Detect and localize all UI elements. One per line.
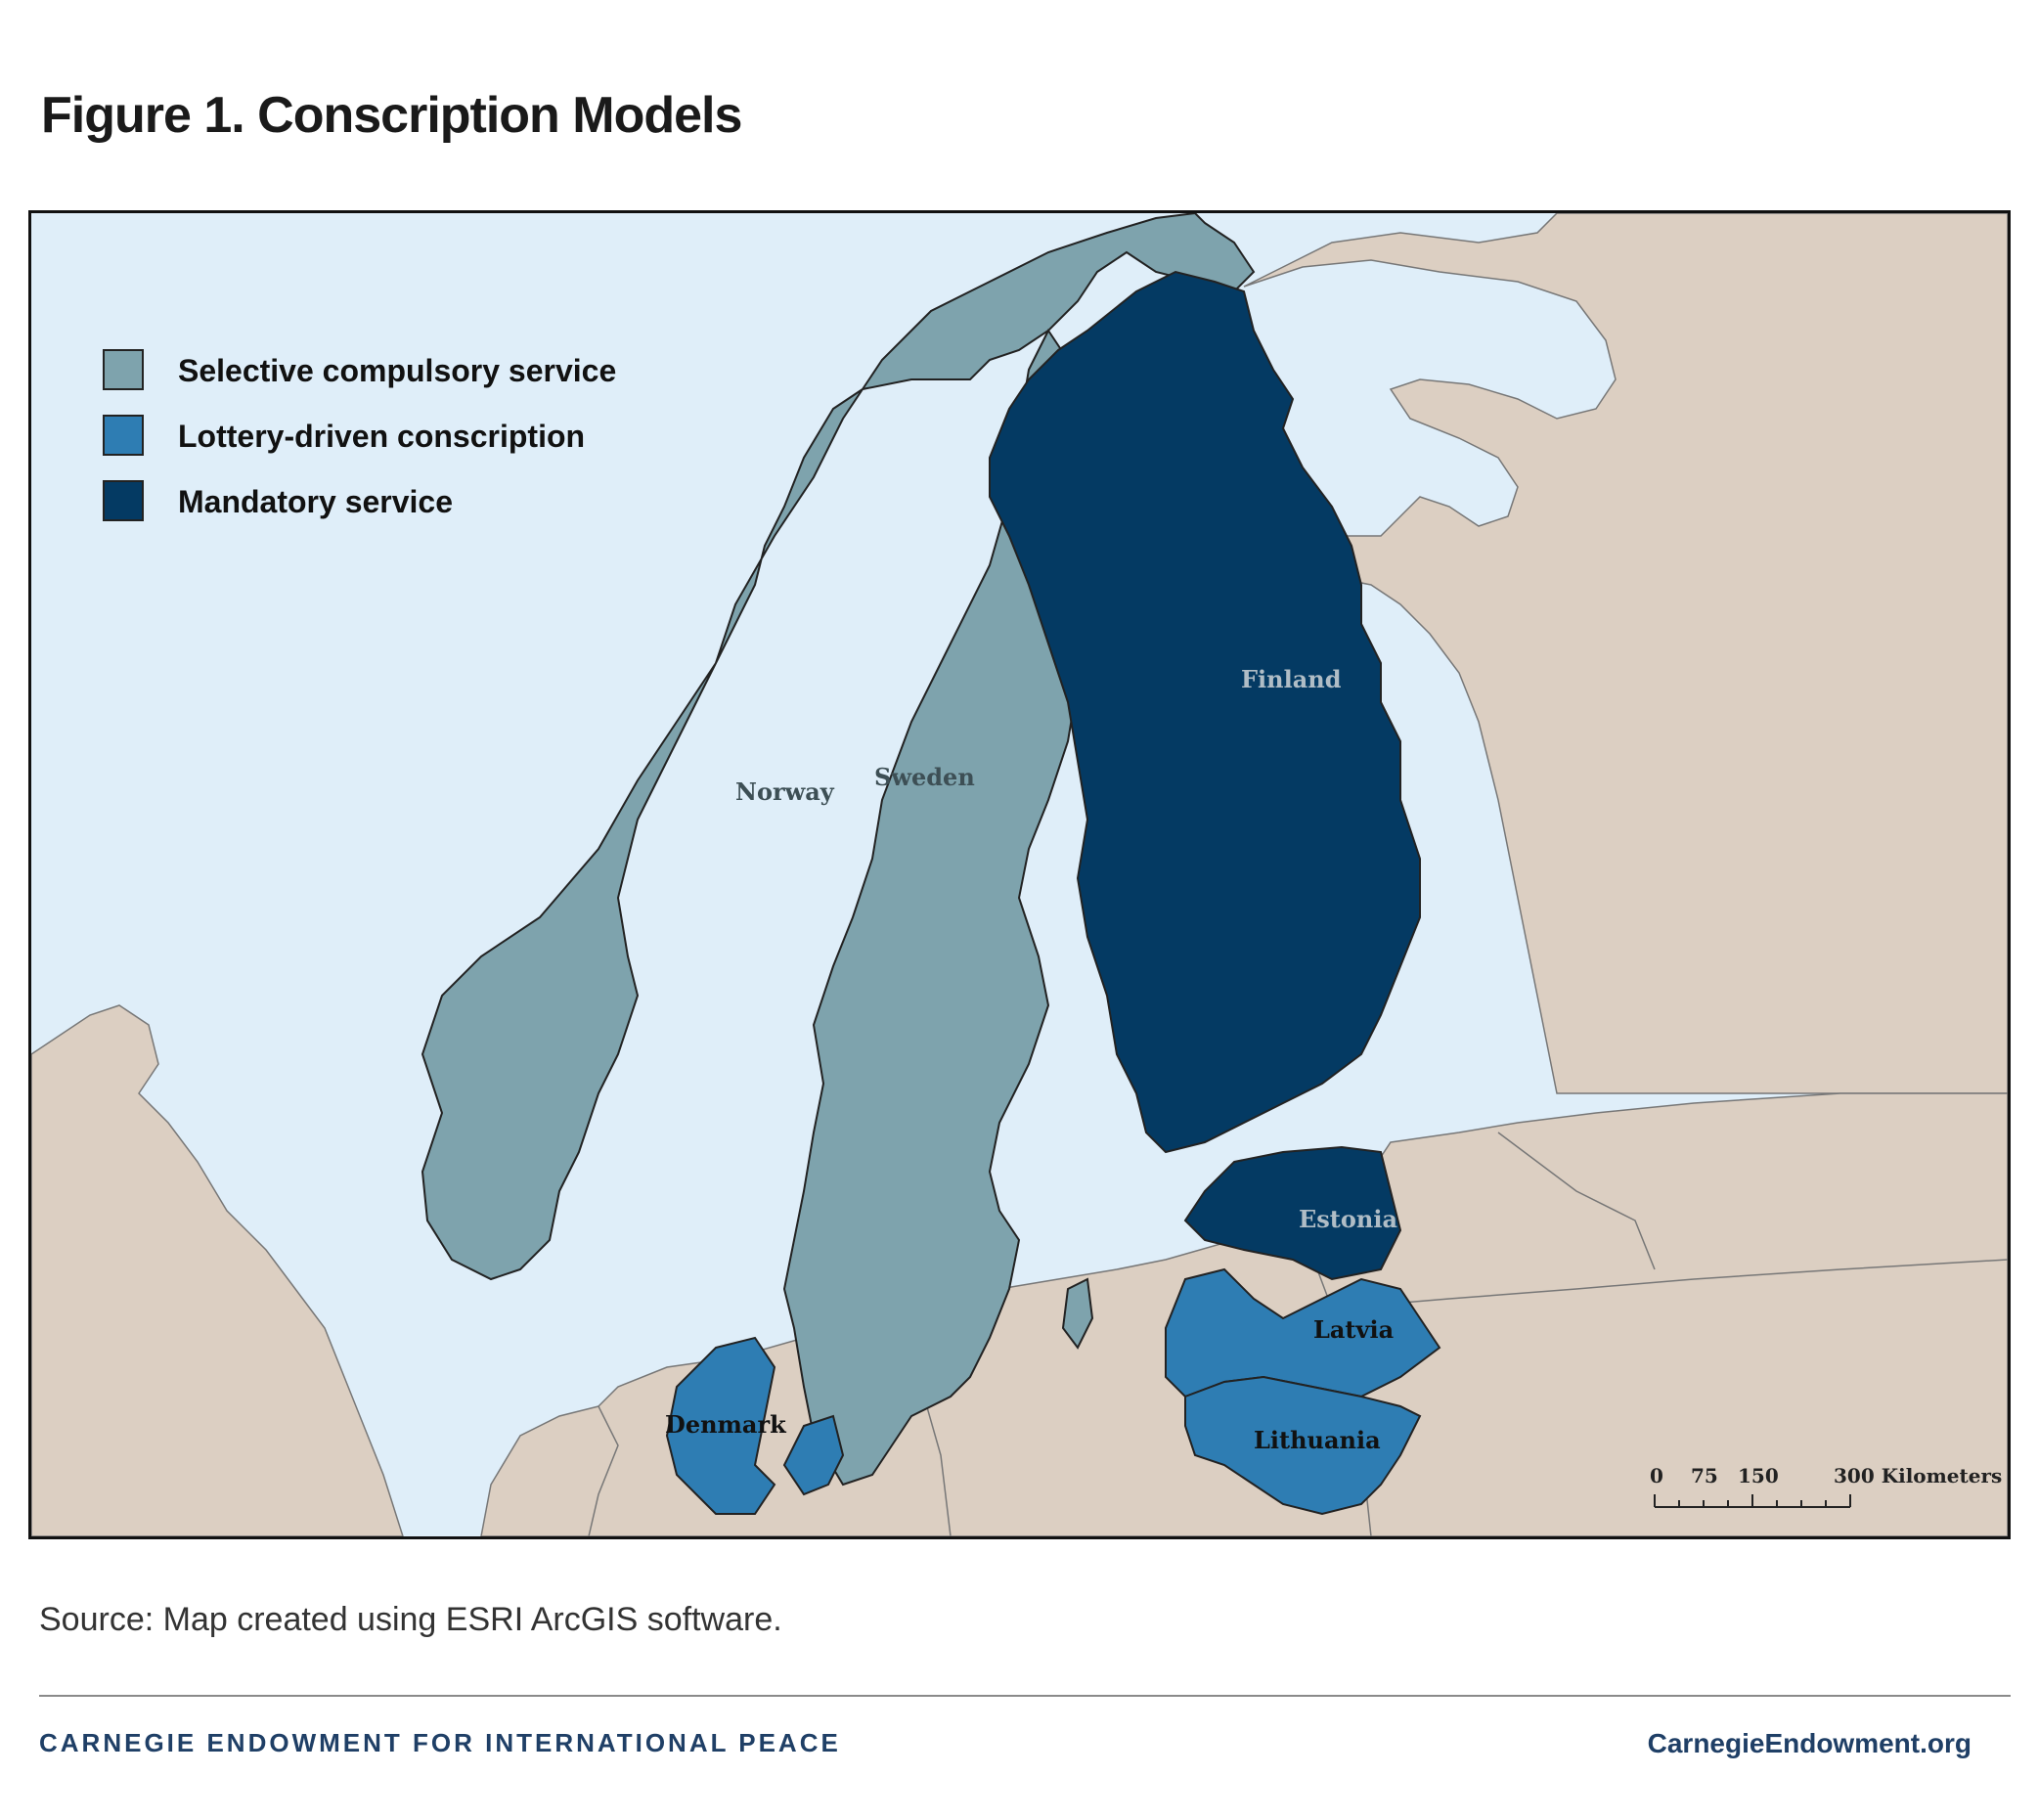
scale-tick-0: 0 xyxy=(1650,1464,1663,1487)
lithuania-shape xyxy=(1184,1375,1422,1516)
border-line xyxy=(1497,1132,1656,1270)
denmark-label: Denmark xyxy=(665,1410,787,1439)
latvia-shape xyxy=(1165,1267,1441,1398)
great-britain-land xyxy=(31,1004,404,1536)
gotland-island xyxy=(1061,1277,1094,1350)
denmark-islands xyxy=(782,1414,845,1496)
scale-tick-75: 75 xyxy=(1691,1464,1718,1487)
scale-tick-300: 300 Kilometers xyxy=(1834,1464,2002,1487)
legend: Selective compulsory service Lottery-dri… xyxy=(103,349,616,521)
estonia-label: Estonia xyxy=(1299,1205,1397,1233)
low-countries-land xyxy=(480,1405,619,1536)
footer-organization: CARNEGIE ENDOWMENT FOR INTERNATIONAL PEA… xyxy=(39,1728,841,1757)
norway-shape xyxy=(421,213,1256,1281)
legend-swatch-selective xyxy=(103,349,144,390)
map-svg: Norway Sweden Finland Estonia Latvia Lit… xyxy=(31,213,2008,1536)
legend-label-mandatory: Mandatory service xyxy=(178,484,453,519)
estonia-shape xyxy=(1183,1145,1402,1281)
footer-divider xyxy=(39,1695,2011,1697)
finland-label: Finland xyxy=(1241,665,1342,693)
scale-bar: 0 75 150 300 Kilometers xyxy=(1650,1464,2002,1508)
scale-tick-150: 150 xyxy=(1738,1464,1779,1487)
latvia-label: Latvia xyxy=(1313,1315,1394,1344)
figure-title: Figure 1. Conscription Models xyxy=(41,87,742,144)
denmark-shape xyxy=(665,1336,776,1515)
border-line xyxy=(1331,1259,2008,1310)
source-note: Source: Map created using ESRI ArcGIS so… xyxy=(39,1601,782,1638)
legend-label-lottery: Lottery-driven conscription xyxy=(178,419,585,454)
footer-website-link[interactable]: CarnegieEndowment.org xyxy=(1647,1728,1972,1758)
legend-swatch-mandatory xyxy=(103,480,144,521)
legend-label-selective: Selective compulsory service xyxy=(178,353,616,388)
map-frame: Norway Sweden Finland Estonia Latvia Lit… xyxy=(28,210,2011,1539)
norway-label: Norway xyxy=(735,777,835,806)
legend-swatch-lottery xyxy=(103,415,144,456)
finland-shape xyxy=(989,270,1421,1154)
sweden-label: Sweden xyxy=(874,763,975,791)
lithuania-label: Lithuania xyxy=(1254,1426,1381,1454)
